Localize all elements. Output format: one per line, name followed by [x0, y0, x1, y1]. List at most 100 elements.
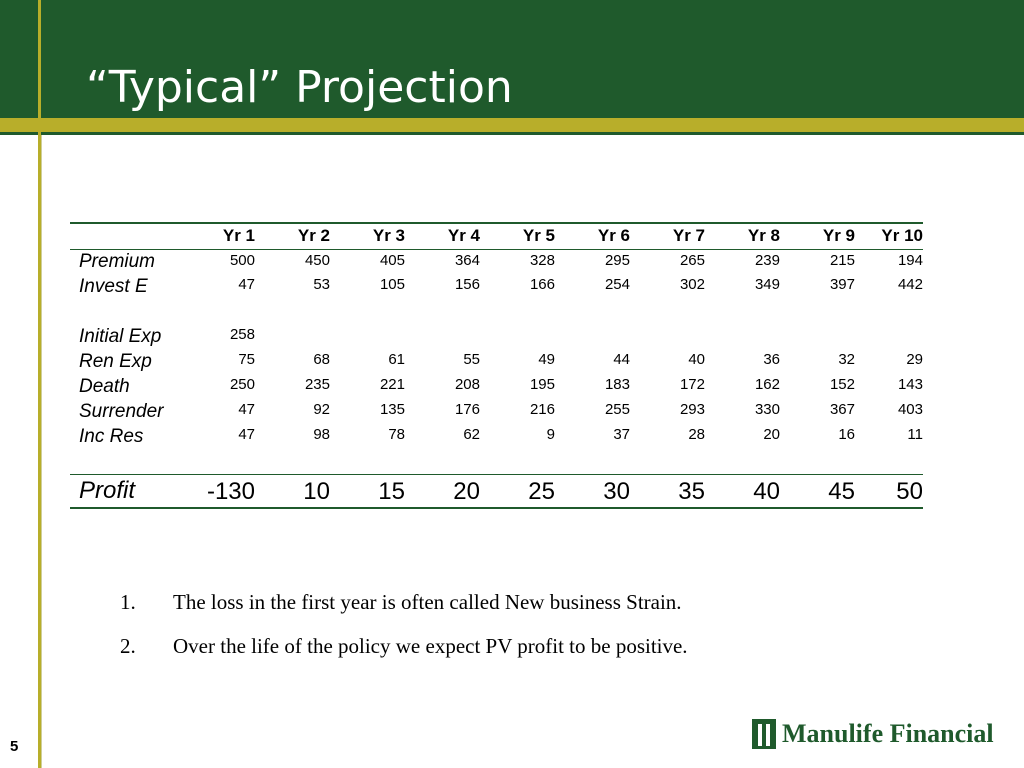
table-cell: 49 — [538, 351, 555, 368]
page-number: 5 — [10, 738, 19, 755]
table-cell: 62 — [463, 426, 480, 443]
table-cell: 328 — [529, 251, 555, 269]
projection-table: Yr 1 Yr 2 Yr 3 Yr 4 Yr 5 Yr 6 Yr 7 Yr 8 … — [70, 222, 923, 509]
header-cell: Yr 3 — [330, 222, 405, 250]
table-cell: 36 — [763, 351, 780, 368]
profit-cell: 25 — [480, 474, 555, 509]
table-cell — [705, 324, 780, 349]
table-cell: 32 — [838, 351, 855, 368]
table-cell — [630, 324, 705, 349]
profit-cell: -130 — [180, 474, 255, 509]
table-cell: 37 — [613, 426, 630, 443]
table-cell: 194 — [897, 251, 923, 269]
table-cell — [780, 324, 855, 349]
table-cell: 500 — [229, 251, 255, 269]
logo-text: Manulife Financial — [782, 719, 994, 748]
table-cell: 295 — [604, 251, 630, 269]
table-cell: 78 — [388, 426, 405, 443]
table-cell: 162 — [754, 376, 780, 393]
table-cell: 75 — [238, 351, 255, 368]
table-cell: 20 — [763, 426, 780, 443]
table-row-initial-exp: Initial Exp 258 — [70, 324, 923, 349]
list-marker: 2. — [120, 634, 136, 658]
spacer-cell — [70, 299, 923, 324]
row-label: Inc Res — [79, 425, 144, 447]
header-cell: Yr 10 — [855, 222, 923, 250]
header-band — [0, 0, 1024, 118]
table-cell: 166 — [529, 276, 555, 293]
table-row-death: Death 250 235 221 208 195 183 172 162 15… — [70, 374, 923, 399]
table-row-surrender: Surrender 47 92 135 176 216 255 293 330 … — [70, 399, 923, 424]
table-cell — [405, 324, 480, 349]
table-cell: 183 — [604, 376, 630, 393]
table-cell: 47 — [238, 276, 255, 293]
table-cell: 55 — [463, 351, 480, 368]
profit-cell: 10 — [255, 474, 330, 509]
table-cell — [330, 324, 405, 349]
table-cell: 9 — [546, 426, 555, 443]
table-cell: 293 — [679, 401, 705, 418]
list-item: 1. The loss in the first year is often c… — [120, 590, 688, 634]
note-text: Over the life of the policy we expect PV… — [173, 634, 688, 658]
header-cell: Yr 9 — [780, 222, 855, 250]
table-cell: 143 — [897, 376, 923, 393]
header-cell: Yr 6 — [555, 222, 630, 250]
header-stripe — [0, 118, 1024, 132]
table-cell: 330 — [754, 401, 780, 418]
left-rule — [38, 0, 41, 768]
table-cell: 235 — [304, 376, 330, 393]
table-cell: 152 — [829, 376, 855, 393]
table-cell: 16 — [838, 426, 855, 443]
profit-cell: 50 — [855, 474, 923, 509]
table-cell: 255 — [604, 401, 630, 418]
table-cell: 302 — [679, 276, 705, 293]
table-cell: 172 — [679, 376, 705, 393]
slide-title: “Typical” Projection — [86, 62, 513, 113]
profit-cell: 45 — [780, 474, 855, 509]
table-cell: 11 — [907, 426, 923, 443]
table-cell: 92 — [313, 401, 330, 418]
table-cell — [555, 324, 630, 349]
table-cell: 349 — [754, 276, 780, 293]
table-row-invest-e: Invest E 47 53 105 156 166 254 302 349 3… — [70, 274, 923, 299]
table-cell: 450 — [304, 251, 330, 269]
profit-cell: 35 — [630, 474, 705, 509]
table-cell: 44 — [613, 351, 630, 368]
notes-list: 1. The loss in the first year is often c… — [120, 590, 688, 678]
table-cell: 176 — [454, 401, 480, 418]
table-cell — [255, 324, 330, 349]
table-cell: 156 — [454, 276, 480, 293]
separator-cell — [70, 449, 923, 475]
table-cell: 40 — [688, 351, 705, 368]
row-label: Ren Exp — [79, 350, 152, 372]
header-cell: Yr 4 — [405, 222, 480, 250]
table-cell: 47 — [238, 426, 255, 443]
table-cell: 105 — [379, 276, 405, 293]
table-cell: 195 — [529, 376, 555, 393]
header-cell: Yr 2 — [255, 222, 330, 250]
logo-mark-icon — [752, 719, 776, 749]
header-cell: Yr 1 — [180, 222, 255, 250]
table-cell — [480, 324, 555, 349]
table-cell: 405 — [379, 251, 405, 269]
profit-cell: 30 — [555, 474, 630, 509]
table-cell: 367 — [829, 401, 855, 418]
row-label: Premium — [79, 250, 156, 272]
table-row-premium: Premium 500 450 405 364 328 295 265 239 … — [70, 249, 923, 274]
table-separator-row — [70, 449, 923, 475]
table-row-ren-exp: Ren Exp 75 68 61 55 49 44 40 36 32 29 — [70, 349, 923, 374]
profit-cell: 20 — [405, 474, 480, 509]
table-cell: 53 — [313, 276, 330, 293]
table-row-profit: Profit -130 10 15 20 25 30 35 40 45 50 — [70, 474, 923, 509]
header-divider — [0, 132, 1024, 135]
table-cell: 61 — [388, 351, 405, 368]
table-cell: 265 — [679, 251, 705, 269]
table-spacer-row — [70, 299, 923, 324]
table-cell: 28 — [688, 426, 705, 443]
row-label: Profit — [70, 474, 180, 509]
table-cell: 254 — [604, 276, 630, 293]
row-label: Invest E — [79, 275, 148, 297]
table-header-row: Yr 1 Yr 2 Yr 3 Yr 4 Yr 5 Yr 6 Yr 7 Yr 8 … — [70, 222, 923, 250]
table-cell: 216 — [529, 401, 555, 418]
list-item: 2. Over the life of the policy we expect… — [120, 634, 688, 678]
